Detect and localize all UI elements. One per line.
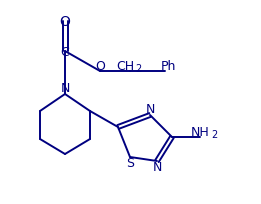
Text: O: O — [60, 15, 70, 29]
Text: C: C — [61, 45, 69, 58]
Text: 2: 2 — [211, 129, 217, 139]
Text: S: S — [126, 157, 134, 170]
Text: N: N — [60, 82, 70, 95]
Text: N: N — [152, 161, 162, 174]
Text: N: N — [145, 103, 155, 116]
Text: Ph: Ph — [160, 59, 176, 72]
Text: 2: 2 — [135, 64, 141, 74]
Text: O: O — [95, 59, 105, 72]
Text: CH: CH — [116, 59, 134, 72]
Text: NH: NH — [191, 125, 209, 138]
